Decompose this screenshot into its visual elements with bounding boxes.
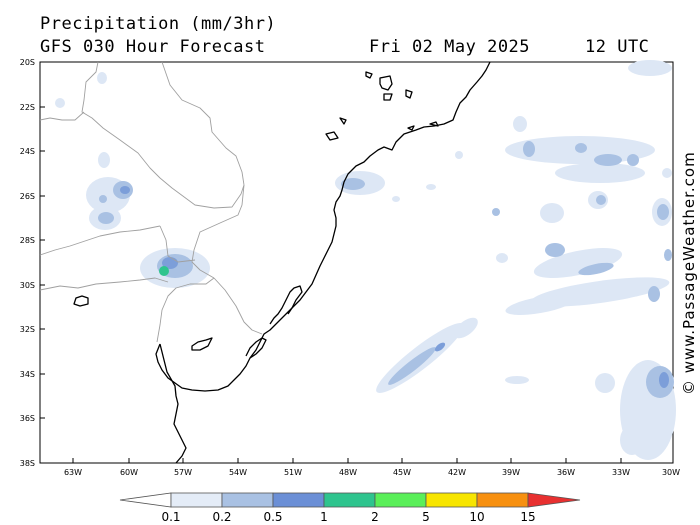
coastline <box>73 61 491 464</box>
svg-text:51W: 51W <box>284 468 302 477</box>
scale-label: 0.2 <box>212 510 231 524</box>
svg-text:42W: 42W <box>448 468 466 477</box>
svg-text:38S: 38S <box>20 459 35 468</box>
scale-label: 10 <box>469 510 484 524</box>
lon-tick-63w: 63W <box>64 458 82 477</box>
svg-text:33W: 33W <box>612 468 630 477</box>
lon-tick-36w: 36W <box>557 458 575 477</box>
svg-text:22S: 22S <box>20 103 35 112</box>
lon-tick-57w: 57W <box>174 458 192 477</box>
lat-tick-24s: 24S <box>20 147 45 156</box>
lat-tick-22s: 22S <box>20 103 45 112</box>
scale-swatch-5 <box>425 492 478 508</box>
forecast-date: Fri 02 May 2025 <box>369 37 531 57</box>
svg-text:36S: 36S <box>20 414 35 423</box>
scale-swatch-1 <box>323 492 376 508</box>
lat-tick-38s: 38S <box>20 459 45 468</box>
scale-label: 15 <box>520 510 535 524</box>
scale-label: 0.5 <box>263 510 282 524</box>
lon-tick-30w: 30W <box>662 458 680 477</box>
lon-tick-45w: 45W <box>393 458 411 477</box>
scale-label: 0.1 <box>161 510 180 524</box>
svg-text:63W: 63W <box>64 468 82 477</box>
precip-cell-green <box>159 266 169 276</box>
scale-label: 5 <box>422 510 430 524</box>
lon-tick-33w: 33W <box>612 458 630 477</box>
svg-text:45W: 45W <box>393 468 411 477</box>
scale-swatch-2 <box>374 492 427 508</box>
svg-text:48W: 48W <box>339 468 357 477</box>
chart-title: Precipitation (mm/3hr) <box>40 14 277 34</box>
lat-tick-28s: 28S <box>20 236 45 245</box>
svg-text:26S: 26S <box>20 192 35 201</box>
svg-text:39W: 39W <box>502 468 520 477</box>
lon-tick-60w: 60W <box>120 458 138 477</box>
forecast-time: 12 UTC <box>585 37 650 57</box>
svg-text:30S: 30S <box>20 281 35 290</box>
color-scale-legend <box>119 492 581 508</box>
scale-label: 2 <box>371 510 379 524</box>
forecast-subtitle: GFS 030 Hour Forecast <box>40 37 266 57</box>
lat-tick-36s: 36S <box>20 414 45 423</box>
color-scale-labels: 0.1 0.2 0.5 1 2 5 10 15 <box>161 510 535 524</box>
scale-arrow-right <box>527 492 581 508</box>
lat-tick-34s: 34S <box>20 370 45 379</box>
lon-tick-39w: 39W <box>502 458 520 477</box>
lat-tick-20s: 20S <box>20 58 45 67</box>
svg-text:28S: 28S <box>20 236 35 245</box>
lat-axis: 20S 22S 24S 26S 28S 30S 32S 34S 36S 38S <box>20 58 45 468</box>
svg-text:30W: 30W <box>662 468 680 477</box>
scale-swatch-0-2 <box>221 492 274 508</box>
scale-swatch-0-5 <box>272 492 325 508</box>
svg-text:24S: 24S <box>20 147 35 156</box>
lon-tick-42w: 42W <box>448 458 466 477</box>
lat-tick-32s: 32S <box>20 325 45 334</box>
svg-text:32S: 32S <box>20 325 35 334</box>
lon-tick-48w: 48W <box>339 458 357 477</box>
scale-swatch-0-1 <box>170 492 223 508</box>
lat-tick-26s: 26S <box>20 192 45 201</box>
svg-text:34S: 34S <box>20 370 35 379</box>
svg-text:36W: 36W <box>557 468 575 477</box>
country-borders <box>39 61 263 343</box>
svg-text:60W: 60W <box>120 468 138 477</box>
svg-text:54W: 54W <box>229 468 247 477</box>
scale-arrow-left <box>119 492 172 508</box>
scale-label: 1 <box>320 510 328 524</box>
lon-tick-54w: 54W <box>229 458 247 477</box>
scale-swatch-10 <box>476 492 529 508</box>
lon-tick-51w: 51W <box>284 458 302 477</box>
svg-text:20S: 20S <box>20 58 35 67</box>
lon-axis: 63W 60W 57W 54W 51W 48W 45W 42W 39W 36W … <box>64 458 680 477</box>
svg-text:57W: 57W <box>174 468 192 477</box>
lat-tick-30s: 30S <box>20 281 45 290</box>
